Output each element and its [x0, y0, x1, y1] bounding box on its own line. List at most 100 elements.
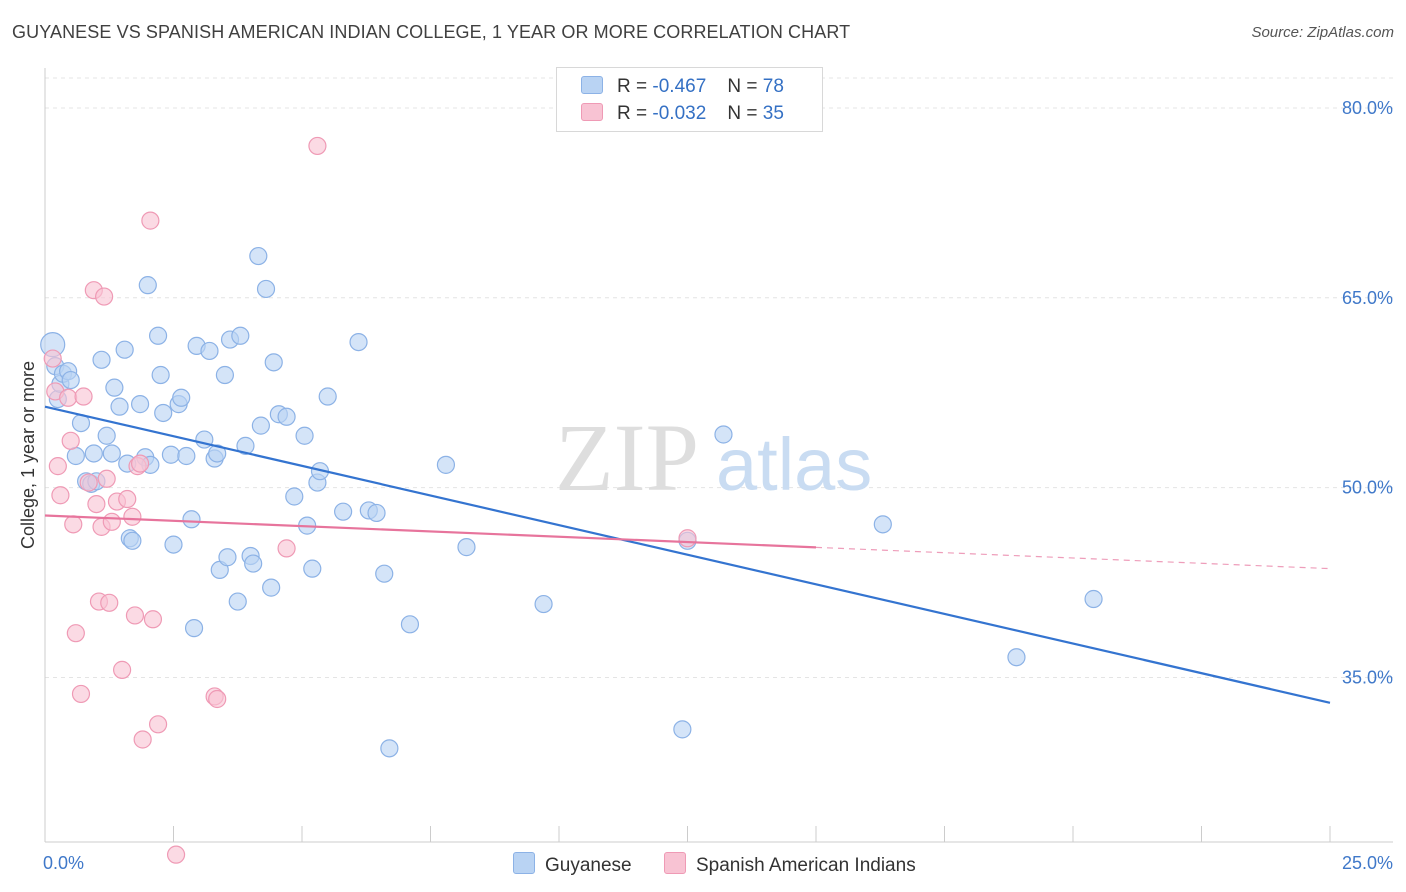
scatter-point-guyanese	[367, 503, 386, 523]
tick-labels: 80.0% 65.0% 50.0% 35.0% 0.0% 25.0%	[43, 98, 1393, 873]
scatter-point-guyanese	[218, 548, 237, 567]
scatter-point-spanish-american-indians	[166, 845, 186, 864]
scatter-point-guyanese	[177, 446, 196, 466]
scatter-point-spanish-american-indians	[118, 489, 137, 509]
y-tick-label: 80.0%	[1342, 98, 1393, 118]
scatter-point-spanish-american-indians	[308, 136, 327, 156]
scatter-point-spanish-american-indians	[59, 388, 78, 407]
scatter-point-guyanese	[84, 444, 103, 463]
scatter-point-guyanese	[349, 332, 368, 352]
scatter-point-spanish-american-indians	[64, 515, 83, 534]
scatter-point-spanish-american-indians	[95, 287, 114, 306]
correlation-legend: R = -0.467 N = 78 R = -0.032 N = 35	[556, 67, 823, 132]
legend-r-label: R =	[617, 103, 648, 124]
legend-n-label: N =	[727, 76, 758, 97]
trend-lines	[44, 405, 1331, 704]
scatter-point-guyanese	[714, 425, 733, 444]
legend-n-value: 35	[762, 103, 784, 124]
scatter-point-guyanese	[1084, 589, 1103, 609]
scatter-point-guyanese	[673, 720, 692, 739]
chart-title: GUYANESE VS SPANISH AMERICAN INDIAN COLL…	[12, 22, 851, 42]
scatter-point-guyanese	[1007, 648, 1026, 667]
scatter-point-spanish-american-indians	[141, 211, 160, 230]
scatter-point-spanish-american-indians	[102, 512, 121, 531]
y-tick-label: 35.0%	[1342, 667, 1393, 687]
scatter-point-guyanese	[228, 592, 247, 611]
scatter-point-guyanese	[244, 554, 263, 573]
y-tick-label: 65.0%	[1342, 288, 1393, 308]
scatter-point-guyanese	[318, 387, 337, 406]
scatter-point-spanish-american-indians	[97, 469, 116, 488]
data-points	[40, 136, 1103, 864]
trend-line-spanish-american-indians	[44, 514, 817, 549]
scatter-point-guyanese	[130, 395, 150, 414]
scatter-point-guyanese	[61, 370, 80, 390]
x-tick-label: 0.0%	[43, 853, 84, 873]
scatter-point-guyanese	[110, 397, 129, 416]
scatter-point-guyanese	[457, 538, 476, 557]
legend-row-guyanese: R = -0.467 N = 78	[581, 76, 784, 98]
scatter-point-spanish-american-indians	[678, 529, 697, 548]
scatter-point-spanish-american-indians	[79, 473, 98, 492]
watermark-atlas: atlas	[716, 423, 872, 506]
scatter-point-guyanese	[148, 326, 168, 345]
scatter-point-spanish-american-indians	[100, 593, 119, 612]
scatter-point-guyanese	[264, 353, 283, 372]
scatter-point-guyanese	[123, 531, 142, 550]
bottom-legend-spanish-american-indians: Spanish American Indians	[664, 852, 916, 877]
scatter-point-guyanese	[182, 510, 201, 529]
legend-r-value: -0.467	[652, 76, 707, 97]
trend-line-dashed-spanish-american-indians	[815, 546, 1331, 570]
scatter-point-guyanese	[231, 326, 250, 345]
scatter-point-guyanese	[151, 365, 170, 385]
scatter-point-guyanese	[184, 619, 204, 638]
scatter-point-guyanese	[215, 365, 234, 385]
scatter-point-guyanese	[236, 436, 255, 455]
zipatlas-watermark: ZIP atlas	[555, 404, 872, 511]
y-axis-label: College, 1 year or more	[18, 361, 38, 549]
scatter-point-guyanese	[295, 426, 314, 445]
scatter-point-guyanese	[262, 578, 281, 597]
scatter-point-spanish-american-indians	[148, 715, 168, 734]
scatter-point-spanish-american-indians	[208, 689, 227, 709]
source-credit: Source: ZipAtlas.com	[1251, 24, 1394, 41]
scatter-point-guyanese	[102, 444, 121, 463]
scatter-point-spanish-american-indians	[66, 624, 85, 643]
scatter-point-guyanese	[115, 340, 134, 359]
y-tick-label: 50.0%	[1342, 478, 1393, 498]
scatter-point-spanish-american-indians	[125, 606, 145, 625]
scatter-point-spanish-american-indians	[71, 684, 91, 704]
scatter-point-guyanese	[154, 403, 173, 423]
scatter-point-guyanese	[303, 559, 322, 578]
legend-n-label: N =	[727, 103, 758, 124]
scatter-point-spanish-american-indians	[123, 507, 142, 526]
bottom-legend-label: Guyanese	[545, 855, 632, 876]
scatter-point-guyanese	[436, 455, 456, 474]
watermark-zip: ZIP	[555, 404, 699, 511]
scatter-point-spanish-american-indians	[277, 539, 296, 558]
scatter-point-guyanese	[249, 246, 268, 266]
scatter-point-guyanese	[208, 444, 227, 463]
bottom-legend-swatch-pink	[664, 852, 686, 874]
legend-swatch-pink	[581, 103, 603, 121]
scatter-point-spanish-american-indians	[43, 349, 62, 368]
scatter-point-spanish-american-indians	[51, 486, 70, 505]
bottom-legend-guyanese: Guyanese	[513, 852, 632, 877]
legend-row-spanish-american-indians: R = -0.032 N = 35	[581, 103, 784, 125]
axes	[44, 68, 1393, 843]
legend-n-value: 78	[762, 76, 784, 97]
scatter-point-spanish-american-indians	[61, 431, 80, 450]
scatter-point-guyanese	[334, 502, 353, 521]
scatter-point-spanish-american-indians	[130, 454, 150, 473]
scatter-point-guyanese	[172, 388, 191, 407]
scatter-point-guyanese	[375, 564, 394, 583]
scatter-point-guyanese	[105, 378, 124, 397]
trend-line-guyanese	[44, 405, 1331, 704]
scatter-point-guyanese	[400, 615, 420, 634]
scatter-point-guyanese	[873, 515, 892, 534]
scatter-point-spanish-american-indians	[112, 660, 132, 679]
scatter-point-spanish-american-indians	[48, 457, 67, 476]
scatter-point-guyanese	[200, 341, 219, 361]
bottom-legend-swatch-blue	[513, 852, 535, 874]
scatter-point-guyanese	[277, 407, 296, 426]
